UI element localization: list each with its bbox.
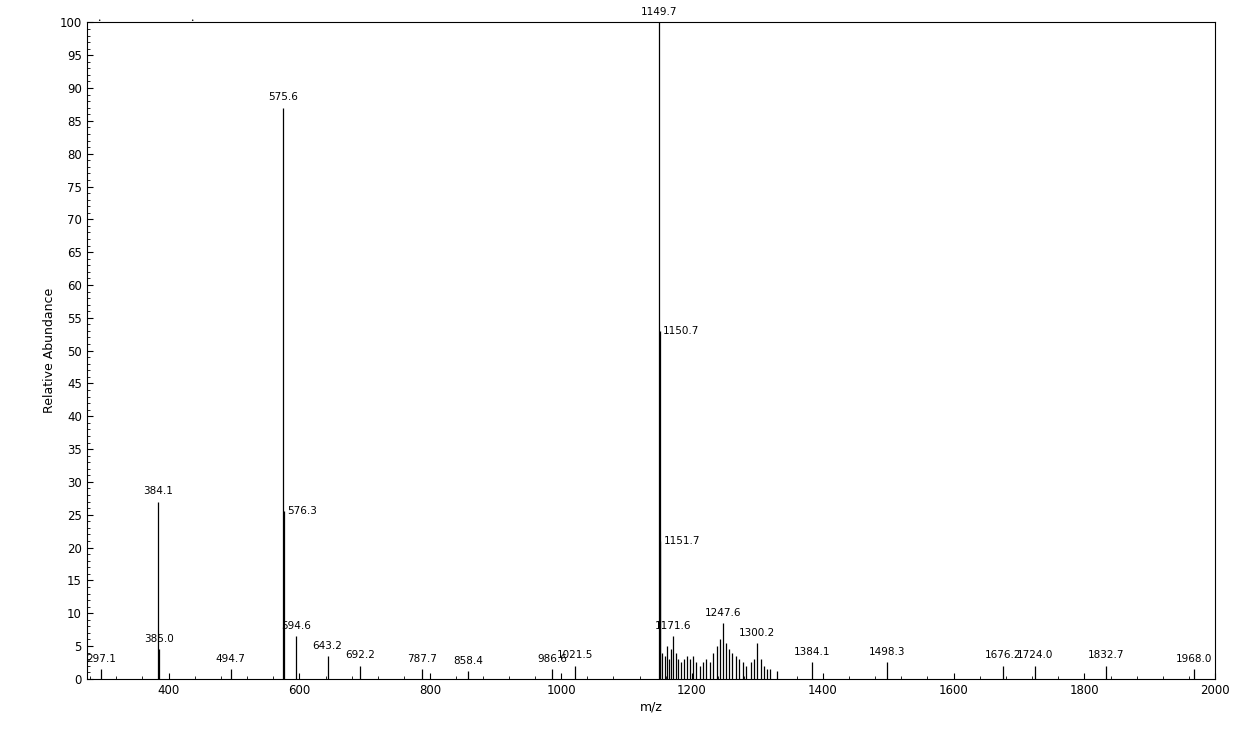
Text: 1676.2: 1676.2 xyxy=(985,651,1022,660)
Text: 1247.6: 1247.6 xyxy=(704,608,742,618)
Text: 1150.7: 1150.7 xyxy=(663,326,699,336)
Text: 692.2: 692.2 xyxy=(345,651,374,660)
Text: 297.1: 297.1 xyxy=(87,653,117,664)
Text: 1151.7: 1151.7 xyxy=(663,536,701,546)
Text: 594.6: 594.6 xyxy=(281,621,311,631)
Text: 858.4: 858.4 xyxy=(454,656,484,665)
Text: 1498.3: 1498.3 xyxy=(869,648,905,657)
Text: 1968.0: 1968.0 xyxy=(1176,653,1213,664)
Text: 1149.7: 1149.7 xyxy=(641,7,677,17)
Text: 643.2: 643.2 xyxy=(312,641,342,651)
X-axis label: m/z: m/z xyxy=(640,701,662,714)
Text: 494.7: 494.7 xyxy=(216,653,246,664)
Text: 1021.5: 1021.5 xyxy=(557,651,593,660)
Y-axis label: Relative Abundance: Relative Abundance xyxy=(42,288,56,413)
Text: 1832.7: 1832.7 xyxy=(1087,651,1123,660)
Text: 986.6: 986.6 xyxy=(537,653,567,664)
Text: 576.3: 576.3 xyxy=(288,507,317,516)
Text: 787.7: 787.7 xyxy=(407,653,438,664)
Text: 575.6: 575.6 xyxy=(269,93,299,102)
Text: 384.1: 384.1 xyxy=(144,486,174,496)
Text: 1384.1: 1384.1 xyxy=(794,648,831,657)
Text: 1300.2: 1300.2 xyxy=(739,627,775,638)
Text: 1724.0: 1724.0 xyxy=(1017,651,1053,660)
Text: •: • xyxy=(98,19,100,23)
Text: •: • xyxy=(191,19,193,23)
Text: 1171.6: 1171.6 xyxy=(655,621,692,631)
Text: 385.0: 385.0 xyxy=(144,634,174,644)
